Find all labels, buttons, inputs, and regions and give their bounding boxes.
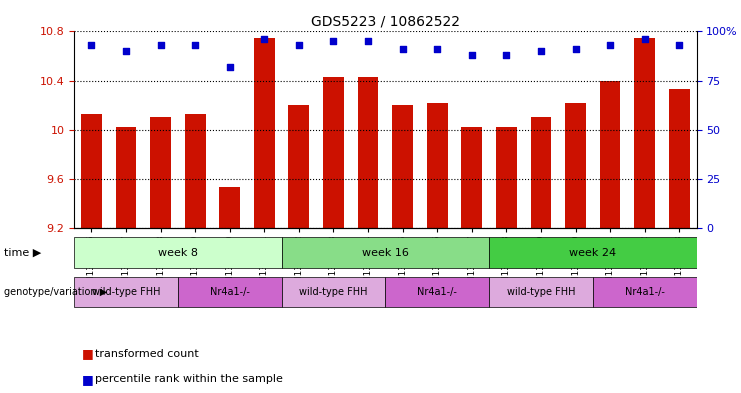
Point (674, 42, 685, 48)
Point (431, 46, 443, 52)
Bar (74, 237, 282, 268)
Bar (593, 277, 697, 307)
Bar (178, 277, 282, 307)
Text: transformed count: transformed count (95, 349, 199, 359)
Title: GDS5223 / 10862522: GDS5223 / 10862522 (310, 15, 460, 29)
Text: percentile rank within the sample: percentile rank within the sample (95, 374, 283, 384)
Point (570, 46, 582, 52)
Bar (74, 277, 178, 307)
Point (85, 42, 97, 48)
Bar (254, 38, 275, 228)
Point (466, 52, 478, 58)
Bar (116, 127, 136, 228)
Bar (669, 89, 690, 228)
Bar (489, 237, 697, 268)
Point (293, 42, 305, 48)
Text: ■: ■ (82, 373, 93, 386)
Bar (392, 105, 413, 228)
Text: week 24: week 24 (569, 248, 617, 257)
Bar (323, 77, 344, 228)
Bar (531, 118, 551, 228)
Point (259, 36, 270, 42)
Text: week 8: week 8 (158, 248, 198, 257)
Bar (634, 38, 655, 228)
Text: Nr4a1-/-: Nr4a1-/- (417, 287, 457, 297)
Point (396, 46, 408, 52)
Point (500, 52, 512, 58)
Point (639, 36, 651, 42)
Text: Nr4a1-/-: Nr4a1-/- (210, 287, 250, 297)
Text: wild-type FHH: wild-type FHH (507, 287, 575, 297)
Text: ■: ■ (82, 347, 93, 360)
Point (224, 64, 236, 70)
Bar (185, 114, 205, 228)
Bar (282, 237, 489, 268)
Point (120, 48, 132, 54)
Bar (282, 277, 385, 307)
Point (189, 42, 201, 48)
Bar (489, 277, 593, 307)
Bar (358, 77, 379, 228)
Bar (462, 127, 482, 228)
Bar (599, 81, 620, 228)
Point (155, 42, 167, 48)
Bar (496, 127, 516, 228)
Text: week 16: week 16 (362, 248, 409, 257)
Text: Nr4a1-/-: Nr4a1-/- (625, 287, 665, 297)
Point (535, 48, 547, 54)
Bar (81, 114, 102, 228)
Point (604, 42, 616, 48)
Point (328, 38, 339, 44)
Bar (150, 118, 171, 228)
Bar (288, 105, 309, 228)
Text: wild-type FHH: wild-type FHH (299, 287, 368, 297)
Text: wild-type FHH: wild-type FHH (92, 287, 160, 297)
Text: genotype/variation ▶: genotype/variation ▶ (4, 286, 107, 297)
Point (362, 38, 374, 44)
Bar (427, 103, 448, 228)
Text: time ▶: time ▶ (4, 248, 41, 258)
Bar (219, 187, 240, 228)
Bar (565, 103, 586, 228)
Bar (385, 277, 489, 307)
